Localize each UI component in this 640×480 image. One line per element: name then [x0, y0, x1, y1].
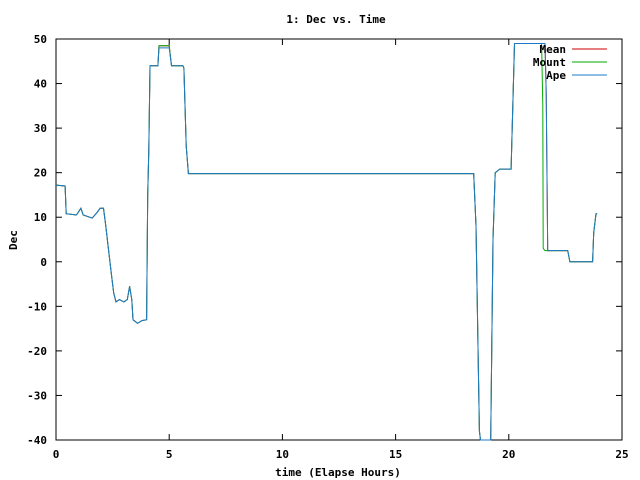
x-tick-label: 15	[389, 448, 402, 461]
y-tick-label: 50	[34, 33, 47, 46]
x-axis-label: time (Elapse Hours)	[275, 466, 401, 479]
series-line-mount	[55, 43, 598, 441]
y-tick-label: 30	[34, 122, 47, 135]
y-axis-label: Dec	[7, 230, 20, 250]
axis-ticks: 0 5 10 15 20 25 -40 -30 -20 -10 0 10 20 30 40 50	[27, 33, 629, 461]
y-tick-label: -10	[27, 300, 47, 313]
series-line-mean	[55, 43, 598, 441]
plot-area	[55, 38, 623, 441]
series-line-ape	[55, 43, 598, 441]
x-tick-label: 20	[502, 448, 515, 461]
x-tick-label: 0	[53, 448, 60, 461]
plot-border	[55, 38, 623, 441]
y-tick-label: 20	[34, 167, 47, 180]
chart-title: 1: Dec vs. Time	[286, 13, 386, 26]
y-tick-label: 10	[34, 211, 47, 224]
y-tick-label: 40	[34, 78, 47, 91]
y-tick-label: -30	[27, 389, 47, 402]
legend-label-ape: Ape	[546, 69, 566, 82]
y-tick-label: -40	[27, 434, 47, 447]
y-tick-label: 0	[40, 256, 47, 269]
x-tick-label: 5	[166, 448, 173, 461]
x-tick-label: 25	[615, 448, 628, 461]
legend-label-mount: Mount	[533, 56, 566, 69]
y-tick-label: -20	[27, 345, 47, 358]
series-layer	[55, 43, 598, 441]
legend-label-mean: Mean	[540, 43, 567, 56]
x-tick-label: 10	[276, 448, 289, 461]
